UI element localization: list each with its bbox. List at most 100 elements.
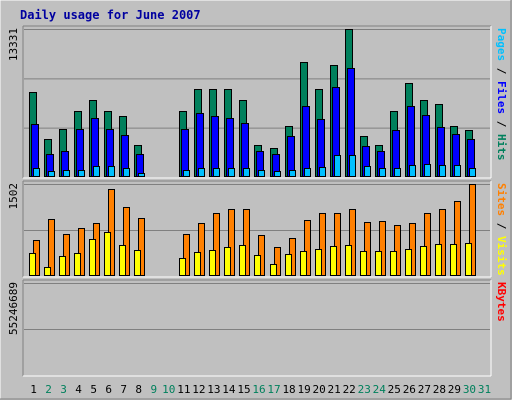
x-tick-label: 23 (358, 383, 371, 396)
visits-sites-bar (48, 219, 55, 276)
visits-sites-bar (228, 209, 235, 276)
visits-sites-bar (364, 222, 371, 276)
chart-panels: 13331 Pages / Files / Hits 1502 Sites / Vis… (7, 25, 508, 377)
visits-visits-bar (239, 245, 246, 276)
hits-pages-bar (274, 171, 281, 177)
x-tick-label: 28 (433, 383, 446, 396)
hits-pages-bar (93, 166, 100, 177)
x-tick-label: 13 (207, 383, 220, 396)
visits-sites-bar (394, 225, 401, 276)
visits-visits-bar (59, 256, 66, 276)
visits-visits-bar (29, 253, 36, 276)
x-tick-label: 16 (252, 383, 265, 396)
hits-pages-bar (183, 170, 190, 177)
hits-series-label-part: Hits (495, 134, 508, 161)
hits-files-bar (226, 118, 234, 177)
visits-sites-bar (334, 213, 341, 276)
visits-visits-bar (360, 251, 367, 276)
visits-sites-bar (78, 228, 85, 276)
x-tick-label: 15 (237, 383, 250, 396)
hits-pages-bar (78, 170, 85, 177)
visits-series-label-part: Sites (495, 183, 508, 216)
hits-pages-bar (469, 168, 476, 177)
x-tick-label: 18 (282, 383, 295, 396)
x-tick-label: 21 (328, 383, 341, 396)
visits-sites-bar (379, 221, 386, 276)
visits-series-label-part: Visits (495, 236, 508, 276)
hits-pages-bar (304, 168, 311, 177)
hits-pages-bar (394, 168, 401, 177)
visits-sites-bar (319, 213, 326, 276)
visits-sites-bar (274, 247, 281, 276)
visits-visits-bar (224, 247, 231, 276)
visits-visits-bar (44, 267, 51, 276)
x-tick-label: 5 (90, 383, 97, 396)
visits-visits-bar (435, 244, 442, 276)
x-tick-label: 29 (448, 383, 461, 396)
kbytes-series-label: KBytes (495, 282, 508, 322)
x-tick-label: 10 (162, 383, 175, 396)
visits-visits-bar (450, 244, 457, 276)
hits-pages-bar (439, 165, 446, 177)
hits-files-bar (211, 116, 219, 177)
visits-max-label: 1502 (7, 183, 20, 210)
x-tick-label: 2 (45, 383, 52, 396)
x-tick-label: 14 (222, 383, 236, 396)
panel-hits: 13331 Pages / Files / Hits (7, 25, 508, 179)
x-tick-label: 17 (267, 383, 280, 396)
hits-pages-bar (364, 166, 371, 177)
x-tick-label: 7 (120, 383, 127, 396)
hits-pages-bar (258, 170, 265, 177)
hits-files-bar (302, 106, 310, 177)
visits-visits-bar (390, 251, 397, 276)
visits-sites-bar (469, 184, 476, 276)
visits-visits-bar (330, 246, 337, 276)
visits-sites-bar (213, 213, 220, 276)
x-tick-label: 31 (478, 383, 491, 396)
x-tick-label: 30 (463, 383, 476, 396)
x-tick-label: 11 (177, 383, 190, 396)
visits-sites-bar (183, 234, 190, 276)
hits-series-label-part: / (495, 61, 508, 81)
hits-pages-bar (123, 168, 130, 177)
x-tick-label: 27 (418, 383, 431, 396)
x-tick-label: 3 (60, 383, 67, 396)
x-tick-label: 9 (150, 383, 157, 396)
visits-visits-bar (119, 245, 126, 276)
hits-files-bar (196, 113, 204, 177)
x-tick-label: 20 (313, 383, 326, 396)
hits-pages-bar (289, 170, 296, 177)
x-tick-label: 22 (343, 383, 356, 396)
hits-pages-bar (33, 168, 40, 177)
hits-pages-bar (138, 173, 145, 177)
chart-title: Daily usage for June 2007 (20, 8, 201, 22)
visits-visits-bar (270, 264, 277, 276)
x-tick-label: 24 (373, 383, 387, 396)
visits-visits-bar (104, 232, 111, 276)
visits-visits-bar (300, 251, 307, 276)
visits-series-label-part: / (495, 216, 508, 236)
hits-pages-bar (243, 168, 250, 177)
hits-pages-bar (409, 165, 416, 177)
visits-series-label: Sites / Visits (495, 183, 508, 276)
hits-files-bar (76, 129, 84, 177)
panel-visits: 1502 Sites / Visits (7, 180, 508, 278)
visits-sites-bar (454, 201, 461, 276)
visits-visits-bar (254, 255, 261, 276)
visits-sites-bar (349, 209, 356, 276)
hits-pages-bar (213, 168, 220, 177)
hits-files-bar (181, 129, 189, 177)
x-tick-label: 4 (75, 383, 82, 396)
x-tick-label: 25 (388, 383, 401, 396)
x-tick-label: 1 (30, 383, 37, 396)
hits-pages-bar (424, 164, 431, 177)
visits-visits-bar (345, 245, 352, 276)
hits-pages-bar (454, 165, 461, 177)
visits-visits-bar (465, 243, 472, 276)
visits-visits-bar (405, 249, 412, 276)
visits-visits-bar (315, 249, 322, 276)
hits-pages-bar (319, 167, 326, 177)
x-tick-label: 26 (403, 383, 416, 396)
